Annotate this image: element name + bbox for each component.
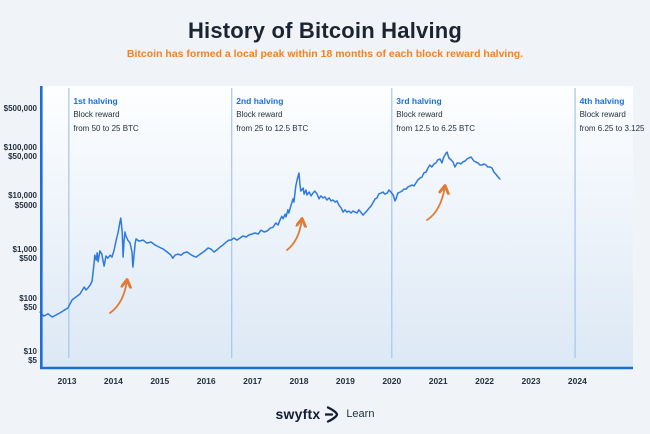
halving-desc-1: Block reward	[73, 110, 120, 119]
halving-annotation-1: 1st halving Block reward from 50 to 25 BTC	[73, 96, 138, 137]
x-tick-label: 2019	[335, 376, 355, 386]
y-tick-label: $1,000	[12, 244, 37, 254]
learn-label: Learn	[346, 408, 375, 420]
footer-logo: swyftx Learn	[0, 402, 650, 426]
y-tick-label: $50,000	[8, 152, 37, 161]
x-tick-label: 2022	[475, 376, 495, 386]
peak-arrow-2	[286, 219, 302, 251]
x-tick-label: 2013	[57, 376, 77, 386]
x-tick-label: 2024	[567, 376, 587, 386]
halving-desc-1: Block reward	[579, 110, 626, 119]
halving-title: 2nd halving	[236, 96, 284, 106]
x-tick-label: 2021	[428, 376, 448, 386]
halving-vertical-lines	[68, 88, 576, 358]
y-tick-label: $100,000	[3, 142, 37, 152]
peak-arrows	[109, 186, 445, 314]
halving-desc-1: Block reward	[236, 110, 283, 119]
x-tick-label: 2018	[289, 376, 309, 386]
swyftx-arrow-icon	[325, 405, 339, 423]
y-tick-label: $500,000	[3, 103, 37, 113]
peak-arrow-1	[109, 280, 127, 314]
y-tick-label: $50	[23, 303, 37, 312]
y-tick-label: $10	[23, 346, 37, 356]
y-tick-label: $10,000	[8, 190, 37, 200]
halving-desc-2: from 12.5 to 6.25 BTC	[396, 123, 475, 133]
page-subtitle: Bitcoin has formed a local peak within 1…	[126, 48, 524, 60]
y-tick-label: $5000	[14, 201, 37, 210]
halving-title: 4th halving	[579, 96, 625, 106]
halving-annotation-3: 3rd halving Block reward from 12.5 to 6.25…	[396, 96, 475, 137]
x-tick-label: 2014	[103, 376, 123, 386]
x-tick-label: 2017	[243, 376, 263, 386]
y-tick-label: $5	[28, 356, 37, 365]
halving-annotation-4: 4th halving Block reward from 6.25 to 3.12…	[580, 96, 645, 137]
halving-annotation-2: 2nd halving Block reward from 25 to 12.5 B…	[236, 96, 308, 137]
page-title: History of Bitcoin Halving	[187, 18, 463, 43]
plot-background	[41, 86, 633, 369]
halving-title: 3rd halving	[396, 96, 442, 106]
halving-desc-2: from 6.25 to 3.125	[579, 123, 645, 133]
peak-arrow-3	[426, 186, 445, 221]
x-tick-label: 2016	[196, 376, 216, 386]
x-tick-label: 2020	[382, 376, 402, 386]
halving-desc-1: Block reward	[396, 110, 443, 119]
halving-title: 1st halving	[73, 96, 118, 106]
x-tick-label: 2023	[521, 376, 541, 386]
y-tick-label: $100	[19, 293, 37, 303]
halving-desc-2: from 25 to 12.5 BTC	[236, 123, 309, 133]
x-tick-label: 2015	[150, 376, 170, 386]
axis-lines	[40, 86, 633, 370]
btc-price-line	[39, 151, 501, 318]
y-tick-label: $500	[19, 254, 37, 263]
brand-wordmark: swyftx	[275, 406, 321, 422]
halving-desc-2: from 50 to 25 BTC	[73, 123, 139, 133]
